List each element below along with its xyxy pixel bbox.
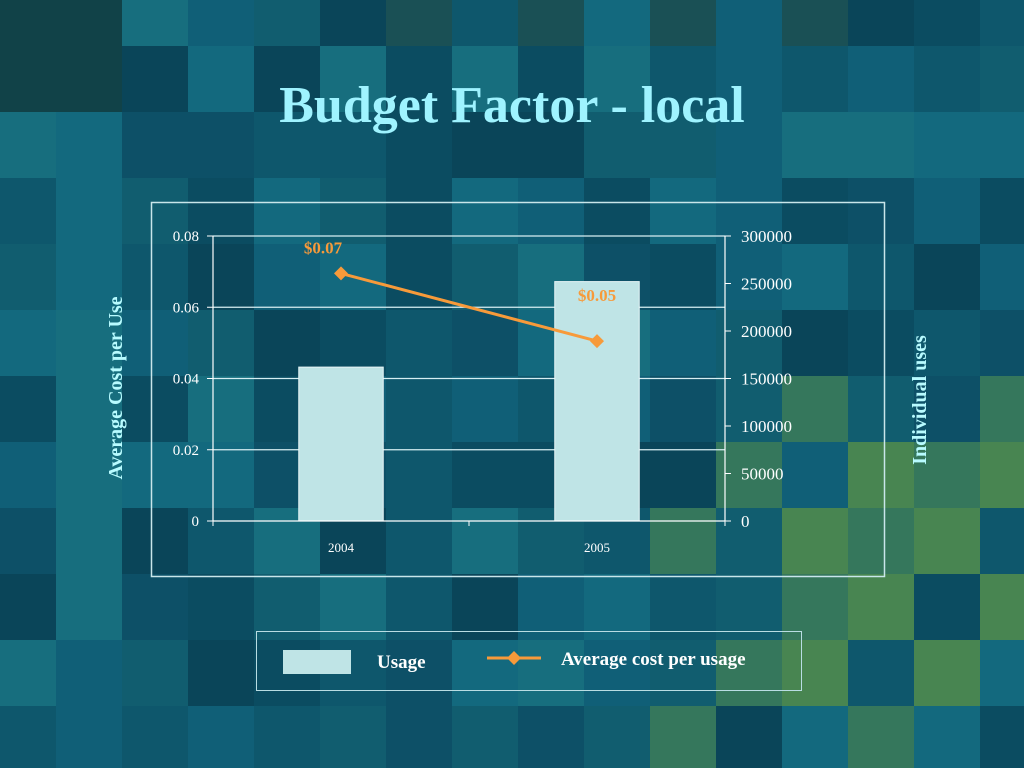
line-series: $0.07 $0.05 bbox=[304, 238, 616, 349]
y-tick-label: 0.02 bbox=[173, 443, 199, 459]
y2-axis-title: Individual uses bbox=[909, 335, 931, 465]
legend-label-average-cost: Average cost per usage bbox=[561, 649, 746, 670]
y2-tick-label: 150000 bbox=[741, 370, 792, 389]
x-tick-label: 2005 bbox=[584, 540, 610, 555]
data-label-2004: $0.07 bbox=[304, 238, 343, 257]
legend-label-usage: Usage bbox=[377, 652, 426, 673]
y2-tick-label: 250000 bbox=[741, 275, 792, 294]
y-tick-label: 0.04 bbox=[173, 372, 200, 388]
line-point-2004 bbox=[334, 266, 348, 281]
bar-usage-2004 bbox=[298, 366, 384, 522]
data-label-2005: $0.05 bbox=[578, 286, 616, 305]
y2-tick-label: 200000 bbox=[741, 322, 792, 341]
legend: Usage Average cost per usage bbox=[256, 631, 802, 691]
line-average-cost bbox=[340, 271, 598, 343]
legend-swatch-usage bbox=[283, 650, 351, 674]
y-tick-label: 0 bbox=[192, 514, 200, 530]
chart-frame bbox=[150, 201, 886, 578]
gridlines bbox=[213, 235, 725, 451]
y-tick-label: 0.06 bbox=[173, 300, 200, 316]
tick-labels: 0 0.02 0.04 0.06 0.08 0 50000 100000 150000 20000… bbox=[173, 227, 792, 555]
x-tick-label: 2004 bbox=[328, 540, 355, 555]
y2-tick-label: 0 bbox=[741, 512, 750, 531]
legend-line-marker-icon bbox=[487, 651, 541, 665]
bar-series bbox=[298, 281, 640, 522]
y2-tick-label: 100000 bbox=[741, 417, 792, 436]
bar-usage-2005 bbox=[554, 281, 640, 522]
y2-tick-label: 300000 bbox=[741, 227, 792, 246]
line-point-2005 bbox=[590, 334, 604, 349]
slide-title: Budget Factor - local bbox=[279, 77, 745, 134]
axes bbox=[207, 235, 731, 526]
y-tick-label: 0.08 bbox=[173, 229, 199, 245]
y2-tick-label: 50000 bbox=[741, 465, 784, 484]
y-axis-title: Average Cost per Use bbox=[105, 296, 127, 479]
